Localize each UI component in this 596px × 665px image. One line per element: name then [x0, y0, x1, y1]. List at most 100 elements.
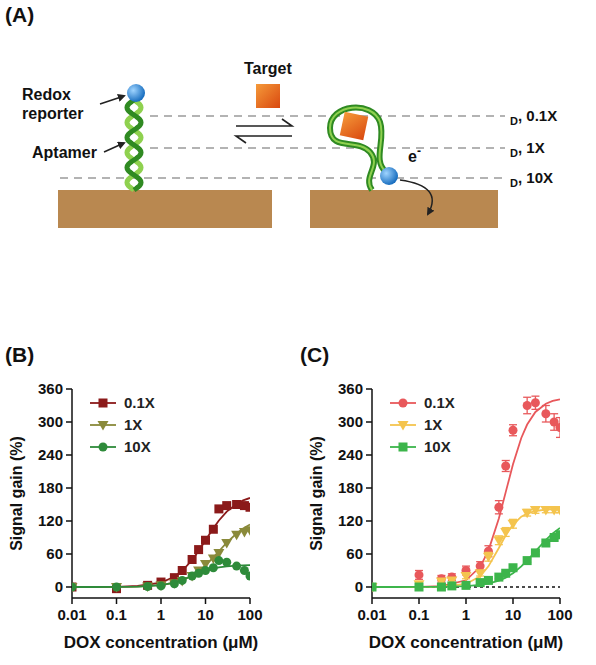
fit-curve	[372, 399, 560, 587]
error-cap	[556, 437, 560, 438]
y-tick	[366, 421, 372, 423]
x-tick	[371, 598, 373, 604]
x-tick	[116, 598, 118, 604]
data-point	[221, 539, 232, 549]
y-tick	[66, 487, 72, 489]
legend: 0.1X1X10X	[90, 394, 155, 455]
y-tick	[366, 388, 372, 390]
fit-curve	[372, 509, 560, 587]
bound-target	[340, 112, 368, 140]
distance-line	[150, 147, 505, 149]
legend-marker	[98, 421, 109, 431]
x-tick-label: 0.1	[106, 606, 127, 623]
legend-label: 10X	[424, 438, 451, 455]
x-tick	[418, 598, 420, 604]
y-tick	[366, 454, 372, 456]
y-axis-title: Signal gain (%)	[308, 436, 325, 551]
y-tick-label: 60	[46, 545, 63, 562]
legend-label: 1X	[424, 416, 442, 433]
legend-label: 0.1X	[424, 394, 455, 411]
data-point	[178, 566, 187, 575]
y-tick-label: 120	[338, 512, 363, 529]
y-tick	[366, 586, 372, 588]
data-point	[178, 576, 187, 585]
data-point	[170, 579, 179, 588]
error-bar	[495, 501, 503, 514]
y-tick	[66, 388, 72, 390]
data-point	[509, 426, 518, 435]
y-tick	[366, 553, 372, 555]
aptamer-strand	[127, 100, 141, 190]
y-tick-label: 360	[338, 380, 363, 397]
y-tick	[366, 487, 372, 489]
data-point	[415, 583, 424, 592]
x-axis-title: DOX concentration (μM)	[369, 633, 564, 652]
error-cap	[556, 417, 560, 418]
subscript: D	[510, 177, 518, 189]
data-point	[523, 556, 532, 565]
x-tick-label: 1	[157, 606, 165, 623]
error-cap	[531, 395, 539, 396]
legend-label: 1X	[124, 416, 142, 433]
electron-label: e-	[408, 144, 421, 165]
data-point	[556, 530, 561, 539]
data-point	[194, 545, 203, 554]
distance-label: D, 1X	[510, 139, 545, 159]
aptamer-folded	[330, 108, 386, 190]
fit-curve	[72, 498, 250, 587]
target-label: Target	[244, 60, 292, 77]
data-point	[142, 582, 153, 592]
y-tick-label: 180	[338, 479, 363, 496]
data-point	[447, 581, 456, 590]
data-point	[222, 558, 231, 567]
data-point	[556, 423, 561, 432]
plot-area	[72, 498, 250, 593]
fit-curve	[372, 528, 560, 587]
error-cap	[502, 460, 510, 461]
y-tick-label: 60	[346, 545, 363, 562]
aptamer-folded	[330, 108, 386, 190]
label-text: , 0.1X	[518, 107, 557, 124]
data-point	[541, 409, 550, 418]
y-tick	[66, 586, 72, 588]
legend-label: 0.1X	[124, 394, 155, 411]
error-bar	[542, 406, 550, 423]
data-point	[246, 503, 251, 512]
x-tick	[71, 598, 73, 604]
y-tick-label: 120	[38, 512, 63, 529]
error-cap	[509, 424, 517, 425]
legend: 0.1X 1X 10X	[390, 394, 455, 455]
y-axis	[71, 389, 73, 598]
data-point	[188, 555, 197, 564]
data-point	[201, 536, 210, 545]
data-point	[501, 462, 510, 471]
y-tick-label: 0	[355, 578, 363, 595]
data-point	[500, 528, 511, 538]
error-bar	[556, 418, 560, 438]
data-point	[214, 504, 223, 513]
target	[256, 84, 280, 108]
data-point	[232, 500, 241, 509]
y-tick	[66, 421, 72, 423]
distance-label: D, 10X	[510, 169, 553, 189]
x-tick-label: 100	[237, 606, 262, 623]
data-point	[531, 548, 540, 557]
equilibrium-arrow	[236, 136, 292, 143]
data-point	[245, 526, 251, 536]
data-point	[530, 506, 541, 516]
data-point	[415, 570, 424, 579]
y-tick-label: 300	[38, 413, 63, 430]
electrode	[58, 190, 272, 228]
figure: (A)D, 0.1XD, 1XD, 10XRedoxreporterAptame…	[0, 0, 596, 665]
error-cap	[542, 421, 550, 422]
y-axis-title: Signal gain (%)	[8, 436, 25, 551]
distance-label: D, 0.1X	[510, 107, 557, 127]
redox-label: Redoxreporter	[22, 86, 83, 122]
y-tick	[66, 454, 72, 456]
data-point	[509, 563, 518, 572]
legend-marker	[99, 399, 108, 408]
data-point	[372, 583, 377, 592]
data-point	[246, 572, 251, 581]
x-tick	[249, 598, 251, 604]
label-text: , 1X	[518, 139, 545, 156]
